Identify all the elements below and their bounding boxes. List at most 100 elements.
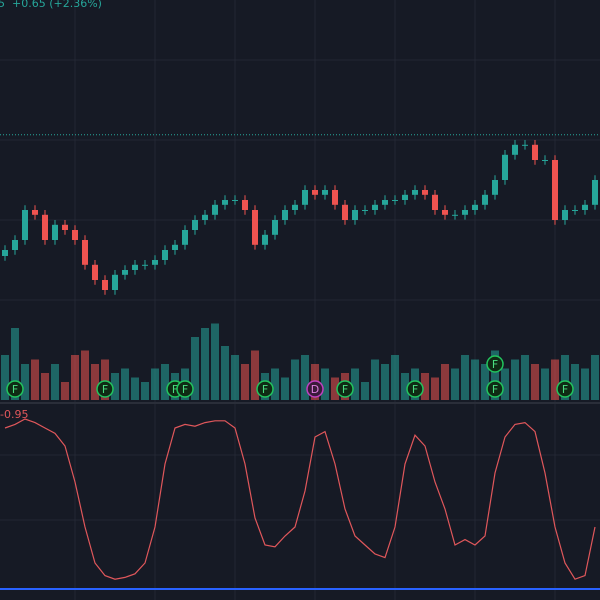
event-marker: F [176, 380, 194, 398]
volume-bar [251, 350, 259, 400]
candle-body [412, 190, 418, 195]
event-circle [556, 380, 574, 398]
volume-bar [551, 359, 559, 400]
volume-bar [101, 359, 109, 400]
event-marker: F [486, 355, 504, 373]
volume-bar [221, 346, 229, 400]
candle-body [272, 220, 278, 235]
volume-bar [21, 364, 29, 400]
volume-bar [71, 355, 79, 400]
candle-body [182, 230, 188, 245]
volume-bar [241, 364, 249, 400]
candle-body [152, 260, 158, 265]
candle-body [432, 194, 438, 210]
volume-bar [401, 373, 409, 400]
candle-body [442, 210, 448, 215]
header-last: 5 [0, 0, 5, 10]
volume-bar [281, 377, 289, 400]
candle-body [312, 190, 318, 195]
volume-bar [161, 364, 169, 400]
volume-bar [531, 364, 539, 400]
volume-bar [561, 355, 569, 400]
volume-bar [231, 355, 239, 400]
volume-bar [441, 364, 449, 400]
candle-body [142, 264, 148, 266]
volume-bar [501, 368, 509, 400]
volume-bar [51, 364, 59, 400]
volume-bar [31, 359, 39, 400]
candle-body [22, 210, 28, 240]
event-label: F [492, 383, 498, 396]
candle-body [72, 230, 78, 240]
candle-body [192, 220, 198, 230]
event-label: F [492, 358, 498, 371]
candle-body [572, 210, 578, 211]
candle-body [42, 214, 48, 240]
candle-body [352, 210, 358, 220]
candle-body [372, 204, 378, 210]
event-label: F [172, 383, 178, 396]
candle-body [132, 264, 138, 270]
volume-bar [131, 377, 139, 400]
event-circle [406, 380, 424, 398]
event-label: D [311, 383, 319, 396]
header-change: +0.65 (+2.36%) [12, 0, 102, 10]
candle-body [82, 240, 88, 265]
candle-body [262, 234, 268, 245]
candle-body [362, 210, 368, 211]
event-circle [176, 380, 194, 398]
volume-bar [111, 373, 119, 400]
volume-bar [211, 323, 219, 400]
volume-bar [271, 368, 279, 400]
candle-body [592, 180, 598, 205]
oscillator-line [4, 418, 596, 580]
volume-bar [571, 364, 579, 400]
volume-bar [581, 368, 589, 400]
candle-body [382, 200, 388, 205]
volume-bar [541, 368, 549, 400]
candle-body [242, 200, 248, 210]
volume-bar [81, 350, 89, 400]
candle-body [252, 210, 258, 245]
candle-body [302, 190, 308, 205]
volume-bar [451, 368, 459, 400]
candle-body [202, 214, 208, 220]
event-marker: F [96, 380, 114, 398]
candle-body [112, 274, 118, 290]
candle-body [222, 200, 228, 205]
volume-bar [321, 368, 329, 400]
candle-body [582, 204, 588, 210]
candle-body [212, 204, 218, 215]
volume-bar [481, 364, 489, 400]
oscillator-label: -0.95 [0, 408, 28, 421]
candle-body [492, 180, 498, 195]
volume-bar [41, 373, 49, 400]
volume-bar [511, 359, 519, 400]
candle-body [2, 250, 8, 256]
candle-body [332, 190, 338, 205]
event-circle [96, 380, 114, 398]
volume-bar [431, 377, 439, 400]
event-circle [486, 355, 504, 373]
volume-bar [351, 368, 359, 400]
volume-bar [361, 382, 369, 400]
event-marker: F [336, 380, 354, 398]
event-label: F [12, 383, 18, 396]
volume-bar [201, 328, 209, 400]
candle-body [102, 280, 108, 290]
event-label: F [102, 383, 108, 396]
volume-bar [421, 373, 429, 400]
volume-bar [191, 337, 199, 400]
volume-bar [591, 355, 599, 400]
event-label: F [562, 383, 568, 396]
event-marker: F [486, 380, 504, 398]
candle-body [422, 190, 428, 195]
candle-body [92, 264, 98, 280]
candle-body [472, 204, 478, 210]
event-circle [256, 380, 274, 398]
candle-body [392, 200, 398, 201]
volume-bar [61, 382, 69, 400]
candle-body [482, 194, 488, 205]
volume-bar [381, 364, 389, 400]
